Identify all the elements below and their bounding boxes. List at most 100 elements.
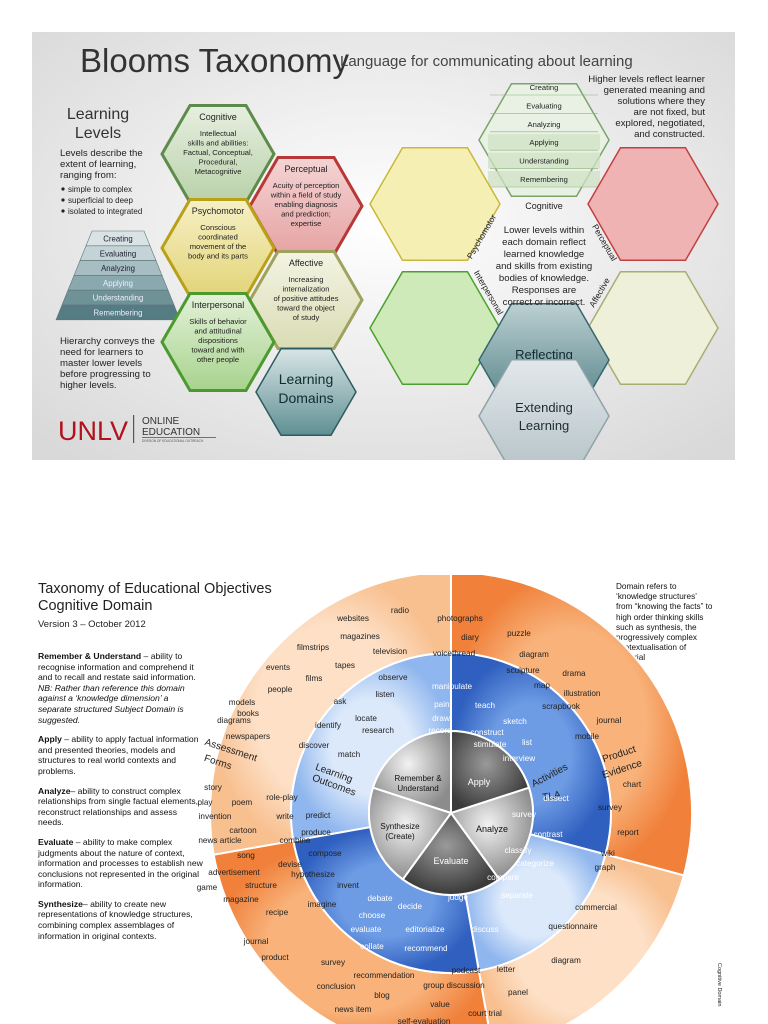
core-slice [368, 786, 453, 881]
definition-2: Analyze– ability to construct complex re… [38, 785, 199, 828]
svg-text:separate: separate [501, 891, 533, 900]
svg-text:game: game [197, 883, 218, 892]
svg-text:Conscious: Conscious [200, 223, 236, 232]
svg-text:radio: radio [391, 606, 410, 615]
svg-text:play: play [197, 798, 213, 807]
svg-text:Metacognitive: Metacognitive [195, 167, 242, 176]
svg-text:Analyzing: Analyzing [101, 264, 135, 273]
svg-text:Domains: Domains [278, 390, 333, 406]
taxonomy-wheel: Remember &Understand Apply Analyze Evaluate… [197, 575, 722, 1024]
svg-text:news article: news article [198, 836, 242, 845]
svg-text:UNLV: UNLV [58, 416, 128, 446]
svg-text:photographs: photographs [437, 614, 483, 623]
svg-text:story: story [204, 783, 223, 792]
svg-text:court trial: court trial [468, 1009, 502, 1018]
svg-text:explored, negotiated,: explored, negotiated, [615, 118, 705, 129]
svg-text:of study: of study [293, 313, 320, 322]
svg-text:podcast: podcast [452, 966, 481, 975]
cognitive-levels-hex: Creating Evaluating Analyzing Applying Under… [478, 82, 610, 211]
svg-text:Lower levels within: Lower levels within [504, 225, 585, 236]
svg-text:are not fixed, but: are not fixed, but [634, 107, 706, 118]
cognitive-level-band [488, 152, 600, 169]
svg-text:diagram: diagram [551, 956, 581, 965]
svg-text:dissect: dissect [543, 794, 569, 803]
learning-levels-heading-2: Levels [75, 125, 121, 142]
svg-text:Synthesize: Synthesize [380, 822, 420, 831]
svg-text:each domain reflect: each domain reflect [502, 237, 586, 248]
svg-text:bodies of knowledge.: bodies of knowledge. [499, 273, 589, 284]
svg-text:(Create): (Create) [385, 832, 415, 841]
svg-text:models: models [229, 698, 255, 707]
svg-text:Evaluate: Evaluate [433, 856, 468, 866]
svg-text:sketch: sketch [503, 717, 527, 726]
svg-text:Hierarchy conveys the: Hierarchy conveys the [60, 336, 155, 347]
svg-text:paint: paint [434, 700, 452, 709]
svg-text:record: record [428, 726, 452, 735]
vertical-credit: Cognitive Domain [716, 963, 722, 1006]
svg-text:before progressing to: before progressing to [60, 369, 151, 380]
learning-levels-description: Levels describe the extent of learning, … [60, 148, 143, 181]
svg-text:Evaluating: Evaluating [100, 249, 136, 258]
svg-text:categorize: categorize [516, 859, 554, 868]
svg-text:toward the object: toward the object [277, 304, 336, 313]
svg-text:ONLINE: ONLINE [142, 416, 180, 427]
svg-text:list: list [522, 738, 533, 747]
svg-text:filmstrips: filmstrips [297, 643, 329, 652]
taxonomy-title: Taxonomy of Educational Objectives Cogni… [38, 581, 272, 614]
cognitive-domain-panel: Taxonomy of Educational Objectives Cogni… [30, 575, 736, 1024]
definition-4: Synthesize– ability to create new repres… [38, 898, 193, 941]
svg-text:Understanding: Understanding [93, 294, 144, 303]
svg-text:invention: invention [199, 812, 232, 821]
svg-text:questionnaire: questionnaire [548, 922, 598, 931]
svg-text:and prediction;: and prediction; [281, 210, 331, 219]
svg-text:survey: survey [512, 810, 537, 819]
pyramid-level: Applying [67, 275, 169, 291]
svg-text:debate: debate [367, 894, 392, 903]
svg-text:manipulate: manipulate [432, 682, 473, 691]
svg-text:toward and with: toward and with [191, 346, 244, 355]
svg-text:letter: letter [497, 965, 515, 974]
svg-text:value: value [430, 1000, 450, 1009]
svg-text:websites: websites [336, 614, 369, 623]
learning-levels-bullets: simple to complex superficial to deep is… [61, 185, 142, 216]
svg-text:Factual, Conceptual,: Factual, Conceptual, [183, 148, 253, 157]
svg-text:survey: survey [598, 803, 623, 812]
svg-text:imagine: imagine [308, 900, 337, 909]
svg-text:identify: identify [315, 721, 342, 730]
svg-text:cartoon: cartoon [229, 826, 257, 835]
svg-text:ranging from:: ranging from: [60, 170, 117, 181]
svg-text:expertise: expertise [291, 219, 322, 228]
svg-text:produce: produce [301, 828, 331, 837]
svg-text:Cognitive: Cognitive [525, 201, 563, 211]
svg-text:hypothesize: hypothesize [291, 870, 335, 879]
svg-text:Apply: Apply [468, 777, 491, 787]
svg-text:Reflecting: Reflecting [515, 347, 573, 362]
svg-text:Levels describe the: Levels describe the [60, 148, 143, 159]
svg-text:survey: survey [321, 958, 346, 967]
svg-text:wiki: wiki [600, 849, 615, 858]
svg-text:Perceptual: Perceptual [284, 164, 327, 174]
svg-text:discuss: discuss [471, 925, 498, 934]
svg-text:news item: news item [335, 1005, 372, 1014]
svg-text:combine: combine [280, 836, 311, 845]
blooms-subtitle: Language for communicating about learnin… [340, 53, 633, 70]
svg-text:mobile: mobile [575, 732, 600, 741]
svg-text:learned knowledge: learned knowledge [504, 249, 585, 260]
definition-1: Apply – ability to apply factual informa… [38, 734, 199, 776]
learning-domains-hex: Learning Domains [255, 347, 357, 437]
pyramid-level: Analyzing [73, 260, 163, 276]
svg-text:graph: graph [595, 863, 616, 872]
svg-text:Creating: Creating [530, 83, 559, 92]
svg-text:Evaluating: Evaluating [526, 101, 561, 110]
svg-text:Cognitive: Cognitive [199, 112, 237, 122]
svg-text:and constructed.: and constructed. [634, 129, 705, 140]
svg-text:correct or incorrect.: correct or incorrect. [503, 297, 586, 308]
svg-text:listen: listen [375, 690, 395, 699]
svg-text:superficial to deep: superficial to deep [68, 196, 133, 205]
svg-text:judge: judge [447, 893, 468, 902]
svg-text:interview: interview [503, 754, 535, 763]
svg-text:stimulate: stimulate [474, 740, 507, 749]
extending-learning-hex: Extending Learning [478, 358, 610, 460]
pyramid-level: Evaluating [79, 245, 157, 261]
svg-text:construct: construct [470, 728, 504, 737]
